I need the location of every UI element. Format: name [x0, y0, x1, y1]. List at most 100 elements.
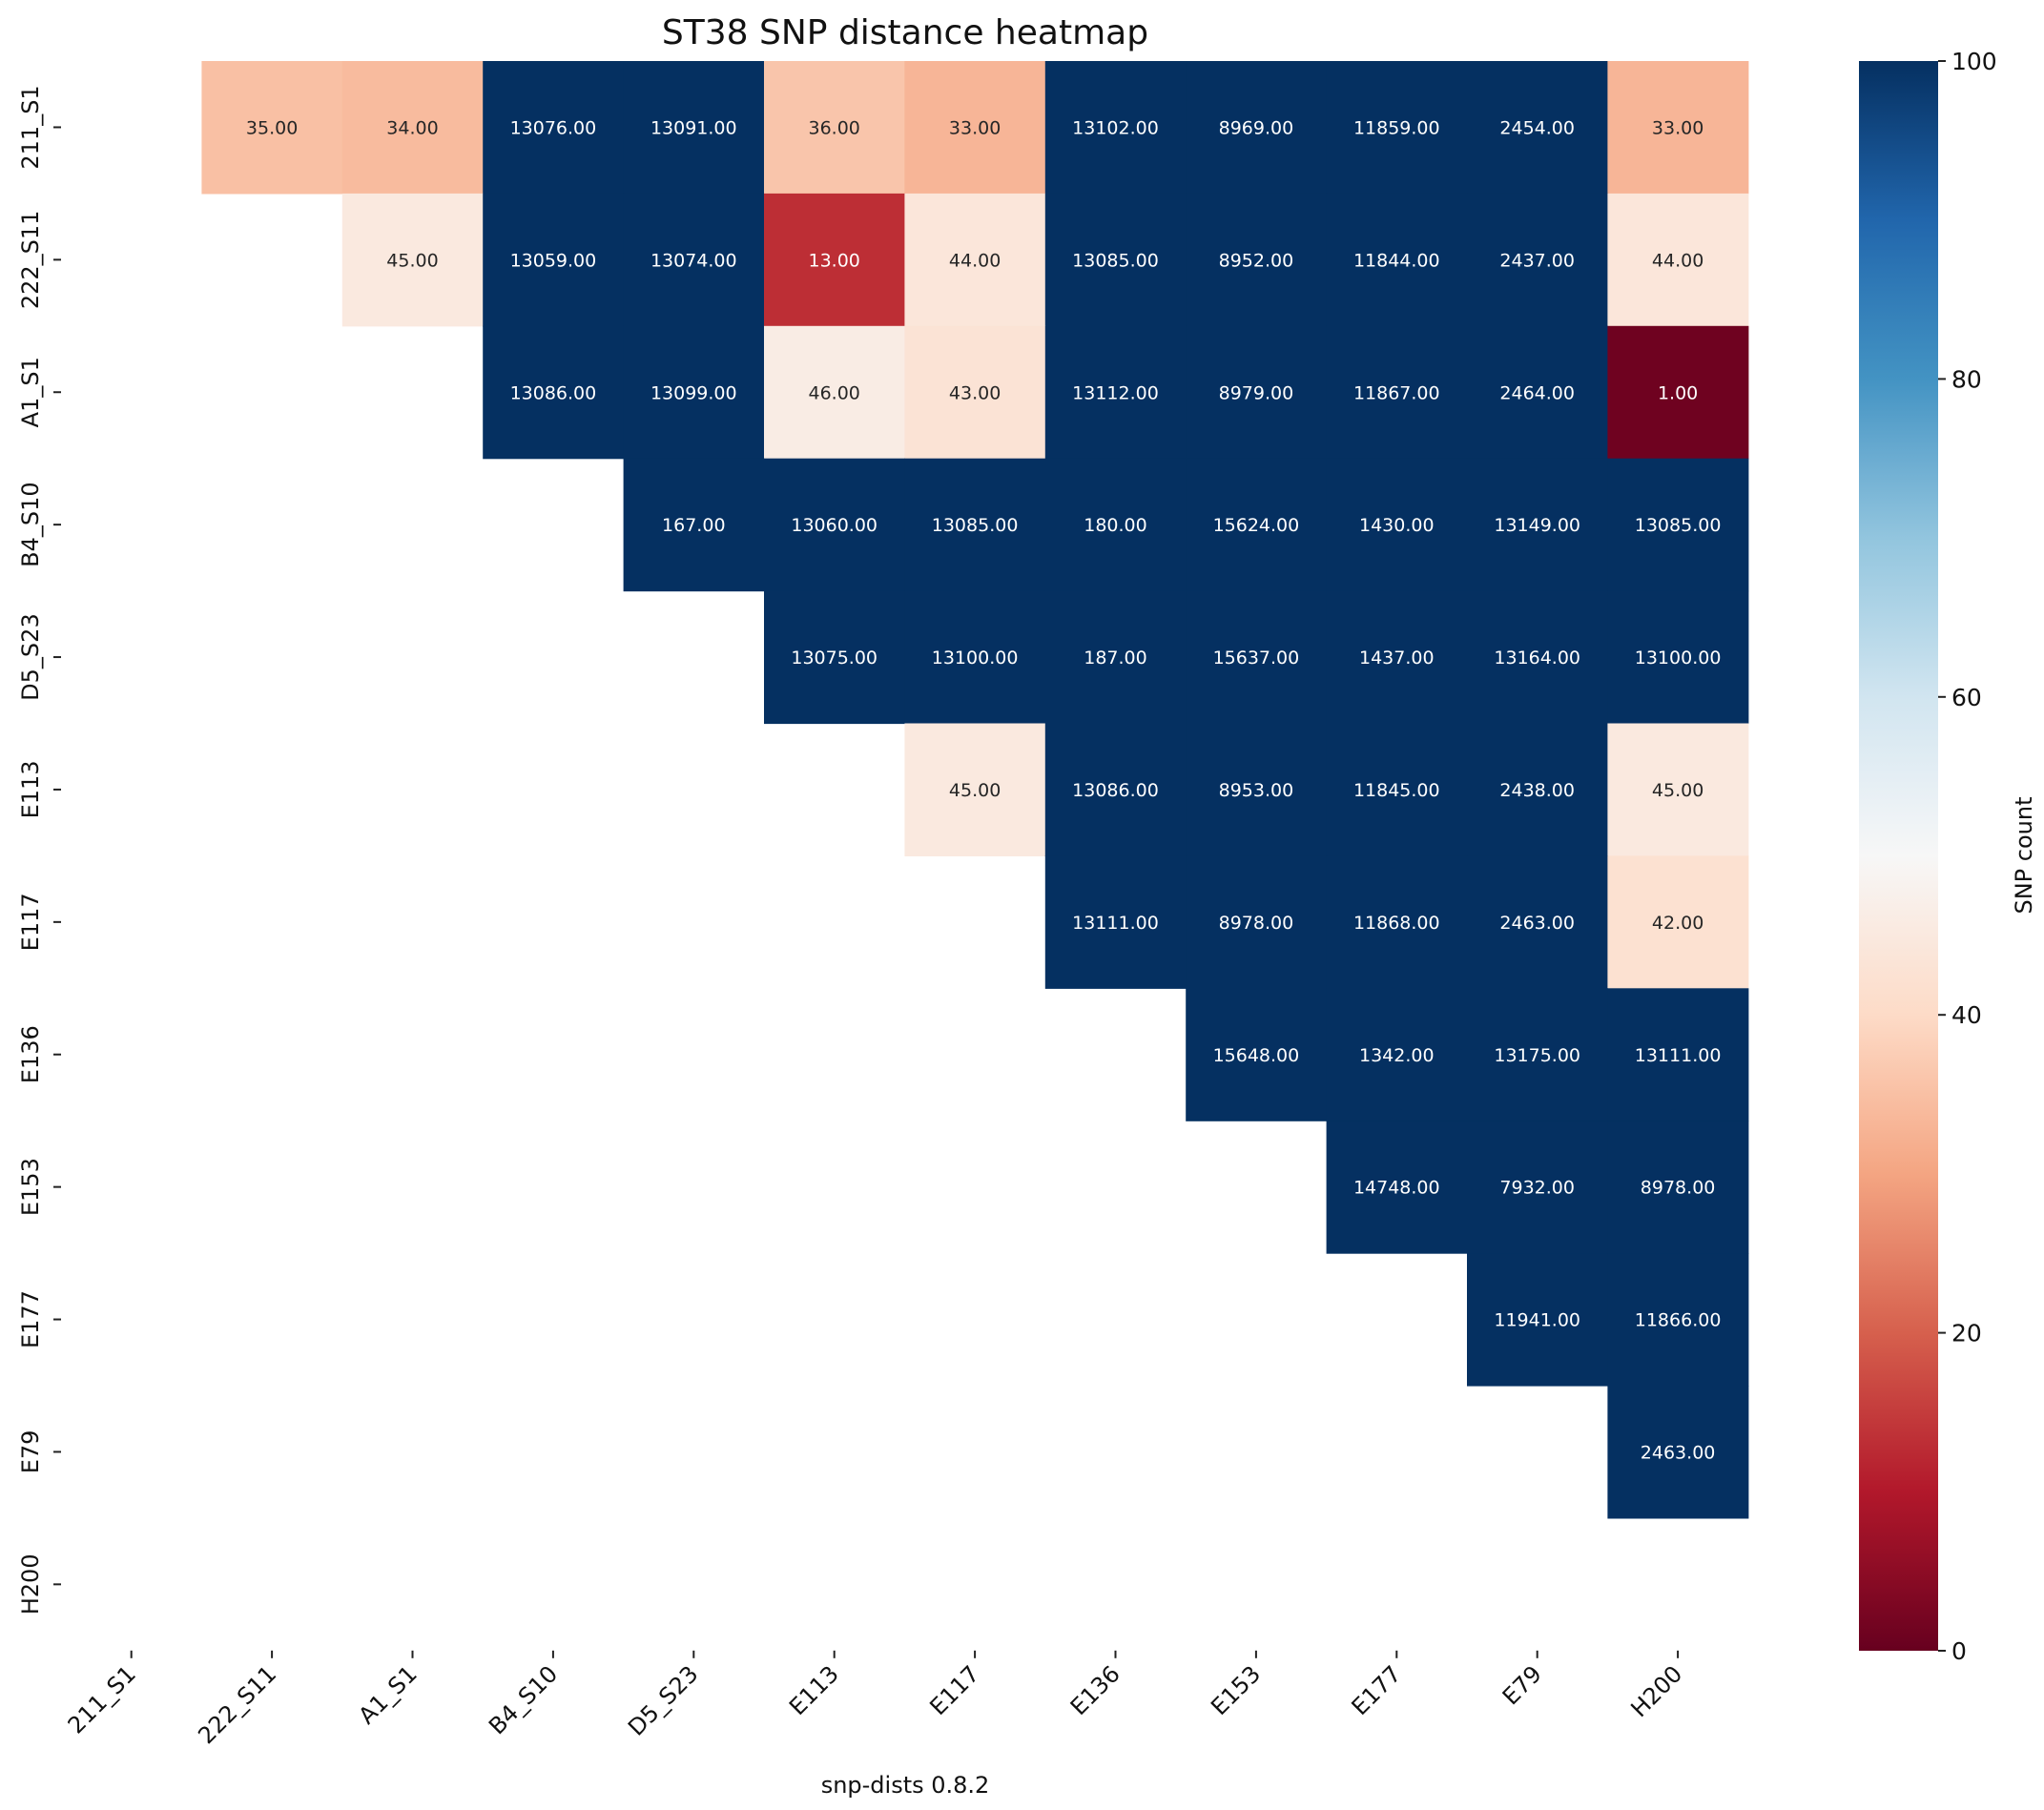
heatmap-cell	[1467, 1253, 1608, 1387]
y-tick-label: B4_S10	[17, 482, 44, 567]
heatmap-cell	[1044, 193, 1187, 327]
colorbar-tick-label: 100	[1951, 48, 1997, 75]
cell-value-label: 13086.00	[1072, 780, 1159, 801]
y-tick-label: H200	[17, 1553, 44, 1615]
heatmap-cell	[1186, 325, 1328, 460]
heatmap-cell	[904, 193, 1046, 327]
cell-value-label: 13060.00	[791, 515, 877, 536]
x-tick-label: E79	[1497, 1660, 1547, 1710]
cell-value-label: 1430.00	[1359, 515, 1435, 536]
heatmap-cell	[1044, 325, 1187, 460]
heatmap-cell	[1044, 458, 1187, 592]
x-tick-label: H200	[1625, 1660, 1687, 1722]
cell-value-label: 15637.00	[1213, 648, 1300, 668]
cell-value-label: 35.00	[246, 117, 298, 138]
cell-value-label: 2463.00	[1499, 913, 1575, 934]
cell-value-label: 11859.00	[1353, 117, 1440, 138]
x-tick-label: 211_S1	[63, 1660, 141, 1738]
x-axis-label: snp-dists 0.8.2	[821, 1772, 990, 1799]
heatmap-cell	[1607, 723, 1749, 856]
x-tick-label: E177	[1347, 1660, 1407, 1720]
heatmap-cell	[764, 458, 905, 592]
x-tick-label: A1_S1	[353, 1660, 422, 1729]
cell-value-label: 11867.00	[1353, 382, 1440, 403]
cell-value-label: 45.00	[1652, 780, 1703, 801]
cell-value-label: 8953.00	[1219, 780, 1294, 801]
cell-value-label: 15648.00	[1213, 1045, 1300, 1066]
heatmap-cell	[1467, 855, 1608, 989]
cell-value-label: 8978.00	[1641, 1178, 1716, 1199]
heatmap-cell	[1044, 723, 1187, 856]
heatmap-cell	[764, 590, 905, 725]
heatmap-cell	[1607, 988, 1749, 1121]
cell-value-label: 33.00	[949, 117, 1001, 138]
cell-value-label: 13112.00	[1072, 382, 1159, 403]
cell-value-label: 13085.00	[1635, 515, 1722, 536]
y-tick-label: E79	[17, 1430, 44, 1474]
cell-value-labels: 35.00 34.00 13076.00 13091.00 36.00 33.00 1310…	[246, 117, 1722, 1463]
heatmap-cell	[1467, 590, 1608, 725]
heatmap-cell	[483, 61, 625, 195]
cell-value-label: 15624.00	[1213, 515, 1300, 536]
cell-value-label: 11941.00	[1494, 1310, 1580, 1331]
heatmap-cell	[1607, 193, 1749, 327]
x-axis: 211_S1 222_S11 A1_S1 B4_S10 D5_S23 E113 E117 E1…	[63, 1650, 1687, 1749]
heatmap-cell	[1044, 61, 1187, 195]
cell-value-label: 13099.00	[650, 382, 737, 403]
heatmap-cell	[341, 193, 484, 327]
cell-value-label: 2464.00	[1499, 382, 1575, 403]
cell-value-label: 7932.00	[1499, 1178, 1575, 1199]
x-tick-label: E113	[784, 1660, 844, 1720]
heatmap-cell	[1326, 723, 1468, 856]
cell-value-label: 2437.00	[1499, 250, 1575, 271]
heatmap-cell	[1326, 193, 1468, 327]
heatmap-cell	[1186, 988, 1328, 1121]
cell-value-label: 33.00	[1652, 117, 1703, 138]
heatmap-cell	[623, 61, 765, 195]
cell-value-label: 46.00	[808, 382, 859, 403]
y-tick-label: E177	[17, 1290, 44, 1348]
cell-value-label: 45.00	[949, 780, 1001, 801]
x-tick-label: 222_S11	[193, 1660, 281, 1749]
cell-value-label: 13074.00	[650, 250, 737, 271]
heatmap-cell	[1607, 1121, 1749, 1254]
heatmap-cell	[1326, 61, 1468, 195]
cell-value-label: 13085.00	[1072, 250, 1159, 271]
cell-value-label: 45.00	[386, 250, 438, 271]
cell-value-label: 11868.00	[1353, 913, 1440, 934]
y-tick-label: 211_S1	[17, 85, 44, 169]
heatmap-cell	[1186, 61, 1328, 195]
colorbar-tick-label: 20	[1951, 1320, 1982, 1347]
cell-value-label: 13102.00	[1072, 117, 1159, 138]
y-tick-label: E153	[17, 1158, 44, 1216]
heatmap-cells	[201, 61, 1749, 1519]
y-tick-label: D5_S23	[17, 613, 44, 701]
heatmap-cell	[1326, 988, 1468, 1121]
heatmap-cell	[1467, 458, 1608, 592]
heatmap-cell	[1326, 458, 1468, 592]
heatmap-cell	[1186, 723, 1328, 856]
heatmap-cell	[1186, 855, 1328, 989]
cell-value-label: 13075.00	[791, 648, 877, 668]
heatmap-cell	[1467, 61, 1608, 195]
cell-value-label: 11866.00	[1635, 1310, 1722, 1331]
colorbar-tick-label: 40	[1951, 1001, 1982, 1029]
cell-value-label: 8952.00	[1219, 250, 1294, 271]
chart-title: ST38 SNP distance heatmap	[662, 13, 1148, 52]
cell-value-label: 13164.00	[1494, 648, 1580, 668]
colorbar-tick-label: 60	[1951, 684, 1982, 711]
cell-value-label: 34.00	[386, 117, 438, 138]
heatmap-cell	[1186, 193, 1328, 327]
heatmap-cell	[1467, 325, 1608, 460]
cell-value-label: 8969.00	[1219, 117, 1294, 138]
colorbar-label: SNP count	[2011, 797, 2037, 915]
heatmap-cell	[1607, 590, 1749, 725]
heatmap-cell	[1607, 1386, 1749, 1519]
x-tick-label: B4_S10	[484, 1660, 563, 1739]
y-tick-label: A1_S1	[17, 357, 44, 427]
heatmap-cell	[1607, 855, 1749, 989]
heatmap-cell	[341, 61, 484, 195]
heatmap-cell	[201, 61, 343, 195]
cell-value-label: 2438.00	[1499, 780, 1575, 801]
